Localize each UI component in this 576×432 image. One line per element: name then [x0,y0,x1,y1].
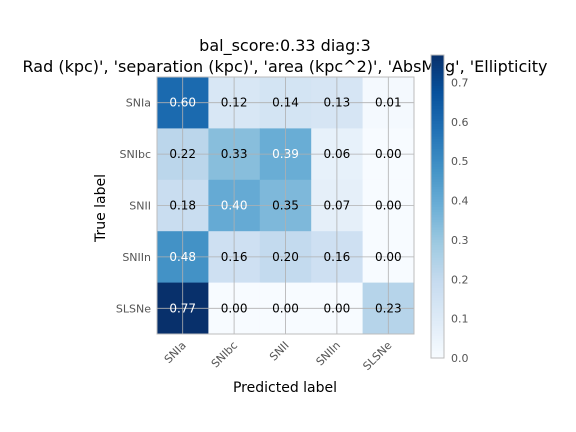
y-tick-labels: SNIa SNIbc SNII SNIIn SLSNe [116,97,151,316]
cell-value-label: 0.07 [324,199,351,213]
y-tick-label: SLSNe [116,302,151,315]
cell-value-label: 0.60 [169,96,196,110]
cell-value-label: 0.00 [375,199,402,213]
cell-value-label: 0.12 [221,96,248,110]
colorbar-tick-label: 0.5 [451,155,469,168]
cell-value-label: 0.18 [169,199,196,213]
colorbar: 0.0 0.1 0.2 0.3 0.4 0.5 0.6 0.7 [431,55,469,365]
x-tick-labels: SNIa SNIbc SNII SNIIn SLSNe [162,339,395,373]
colorbar-tick-label: 0.4 [451,195,469,208]
matrix-area: 0.60 0.12 0.14 0.13 0.01 0.22 0.33 0.39 0.06 0.00… [157,77,415,335]
y-axis-label: True label [93,174,109,243]
cell-value-label: 0.06 [324,147,351,161]
cell-value-label: 0.23 [375,301,402,315]
cell-value-label: 0.00 [272,301,299,315]
cell-value-label: 0.00 [375,147,402,161]
colorbar-tick-label: 0.1 [451,313,469,326]
cell-value-label: 0.77 [169,301,196,315]
colorbar-tick-label: 0.6 [451,116,469,129]
colorbar-tick-label: 0.2 [451,273,469,286]
x-tick-label: SNIbc [209,339,240,370]
cell-value-label: 0.39 [272,147,299,161]
y-tick-label: SNIbc [120,148,152,161]
y-tick-label: SNII [129,200,151,213]
x-tick-label: SNIIn [314,339,343,368]
y-tick-label: SNIIn [122,251,151,264]
cell-value-label: 0.48 [169,250,196,264]
cell-value-label: 0.40 [221,199,248,213]
cell-value-label: 0.14 [272,96,299,110]
cell-value-label: 0.16 [324,250,351,264]
y-tick-label: SNIa [126,97,151,110]
x-tick-label: SNIa [162,339,189,366]
cell-value-label: 0.00 [375,250,402,264]
x-axis-label: Predicted label [233,380,337,396]
cell-value-label: 0.01 [375,96,402,110]
cell-value-label: 0.13 [324,96,351,110]
cell-value-label: 0.33 [221,147,248,161]
colorbar-tick-label: 0.0 [451,352,469,365]
cell-value-label: 0.35 [272,199,299,213]
colorbar-tick-label: 0.7 [451,77,469,90]
chart-title-line1: bal_score:0.33 diag:3 [199,36,371,56]
cell-value-label: 0.20 [272,250,299,264]
cell-value-label: 0.16 [221,250,248,264]
cell-value-label: 0.00 [221,301,248,315]
x-tick-label: SNII [267,339,292,364]
cell-value-label: 0.00 [324,301,351,315]
chart-title-line2: Rad (kpc)', 'separation (kpc)', 'area (k… [23,57,548,76]
colorbar-tick-label: 0.3 [451,234,469,247]
cell-value-label: 0.22 [169,147,196,161]
x-tick-label: SLSNe [360,339,394,373]
